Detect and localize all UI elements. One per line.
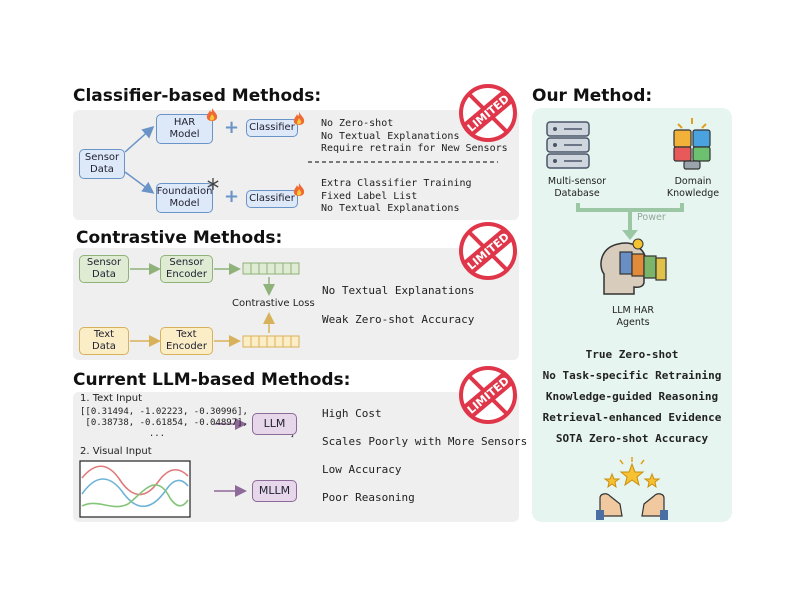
llm-note-3: Low Accuracy	[322, 463, 402, 476]
our-method-heading: Our Method:	[532, 86, 653, 106]
sensor-data-box: Sensor Data	[79, 149, 125, 179]
text-encoder-box: Text Encoder	[160, 327, 213, 355]
our-method-panel	[532, 108, 732, 522]
fire-icon	[206, 108, 218, 121]
arrow-to-har	[124, 126, 155, 153]
contrastive-loss-label: Contrastive Loss	[232, 298, 315, 309]
feature-sota-accuracy: SOTA Zero-shot Accuracy	[555, 432, 709, 445]
visual-input-plot	[79, 460, 191, 518]
llm-note-2: Scales Poorly with More Sensors	[322, 435, 528, 448]
agents-label: LLM HAR Agents	[611, 305, 655, 328]
classifier-notes-bottom: Extra Classifier Training Fixed Label Li…	[321, 178, 472, 214]
text-data-box: Text Data	[79, 327, 129, 355]
brain-puzzle-icon	[673, 118, 711, 170]
fire-icon	[293, 183, 305, 196]
prohibited-stamp-icon: LIMITED	[459, 222, 517, 280]
llm-note-1: High Cost	[322, 407, 382, 420]
feature-no-retraining: No Task-specific Retraining	[542, 369, 722, 382]
matrix-line-1: [[0.31494, -1.02223, -0.30996],	[80, 407, 248, 417]
llm-box: LLM	[252, 413, 297, 435]
plus-icon: +	[224, 186, 240, 207]
head-books-icon	[600, 238, 667, 295]
feature-retrieval-evidence: Retrieval-enhanced Evidence	[542, 411, 722, 424]
contrastive-note-1: No Textual Explanations	[322, 284, 475, 297]
knowledge-label: Domain Knowledge	[666, 176, 720, 199]
contrastive-heading: Contrastive Methods:	[76, 228, 283, 248]
text-input-label: 1. Text Input	[80, 393, 143, 404]
snowflake-icon	[207, 178, 219, 190]
contrastive-note-2: Weak Zero-shot Accuracy	[322, 313, 475, 326]
power-arrow-head	[622, 230, 638, 240]
power-arrow-merge	[576, 203, 684, 232]
prohibited-stamp-icon: LIMITED	[459, 366, 517, 424]
classifier-heading: Classifier-based Methods:	[73, 86, 322, 106]
foundation-model-box: Foundation Model	[156, 183, 213, 213]
plus-icon: +	[224, 117, 240, 138]
classifier-box-top: Classifier	[246, 119, 298, 137]
stars-hands-icon	[596, 457, 668, 520]
llm-heading: Current LLM-based Methods:	[73, 370, 351, 390]
visual-input-label: 2. Visual Input	[80, 446, 152, 457]
har-model-box: HAR Model	[156, 114, 213, 144]
matrix-line-2: [0.38738, -0.61854, -0.04897],	[80, 418, 248, 428]
feature-knowledge-reasoning: Knowledge-guided Reasoning	[545, 390, 719, 403]
power-label: Power	[637, 212, 666, 223]
feature-true-zero-shot: True Zero-shot	[585, 348, 679, 361]
database-label: Multi-sensor Database	[547, 176, 607, 199]
sensor-embedding-bar	[242, 262, 300, 275]
database-icon	[546, 121, 590, 169]
contrastive-sensor-data-box: Sensor Data	[79, 255, 129, 283]
classifier-notes-top: No Zero-shot No Textual Explanations Req…	[321, 118, 508, 154]
classifier-box-bottom: Classifier	[246, 190, 298, 208]
fire-icon	[293, 112, 305, 125]
mllm-box: MLLM	[252, 480, 297, 502]
text-embedding-bar	[242, 335, 300, 348]
llm-note-4: Poor Reasoning	[322, 491, 415, 504]
sensor-encoder-box: Sensor Encoder	[160, 255, 213, 283]
arrow-to-foundation	[124, 171, 155, 194]
prohibited-stamp-icon: LIMITED	[459, 84, 517, 142]
